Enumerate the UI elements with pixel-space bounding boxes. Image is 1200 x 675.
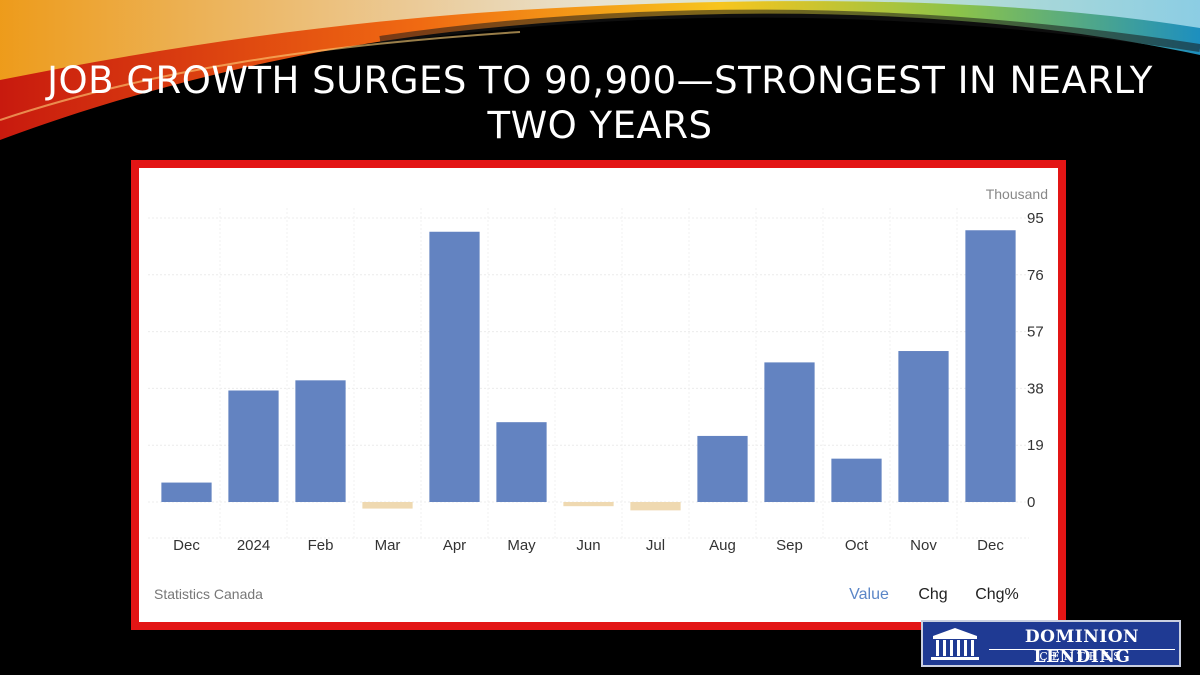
x-tick-label: Oct: [845, 537, 869, 554]
logo-text-line1: DOMINION LENDING: [1024, 627, 1140, 667]
toggle-chg[interactable]: Chg: [918, 586, 947, 603]
bar-7[interactable]: [630, 502, 681, 511]
bar-2[interactable]: [295, 380, 346, 502]
bar-chart: 0 19 38 57 76 95 Dec 2024 Feb Mar Apr May Jun Jul Aug…: [148, 186, 1048, 603]
y-tick-label: 19: [1027, 437, 1044, 454]
x-tick-label: Dec: [173, 537, 200, 554]
x-axis-ticks: Dec 2024 Feb Mar Apr May Jun Jul Aug Sep Oct Nov Dec: [173, 537, 1004, 554]
y-axis-ticks: 0 19 38 57 76 95: [1027, 210, 1044, 511]
y-tick-label: 76: [1027, 267, 1044, 284]
bars: [161, 230, 1016, 511]
toggle-value[interactable]: Value: [849, 586, 889, 603]
toggle-chg-percent[interactable]: Chg%: [975, 586, 1019, 603]
bar-9[interactable]: [764, 362, 815, 502]
x-tick-label: Nov: [910, 537, 937, 554]
bar-1[interactable]: [228, 390, 279, 502]
bar-3[interactable]: [362, 502, 413, 509]
y-tick-label: 57: [1027, 324, 1044, 341]
title-swoosh-decoration: [0, 0, 1200, 140]
x-tick-label: Sep: [776, 537, 803, 554]
bar-10[interactable]: [831, 458, 882, 502]
bar-8[interactable]: [697, 435, 748, 502]
x-tick-label: Feb: [308, 537, 334, 554]
dominion-lending-logo: DOMINION LENDING CENTRES: [921, 620, 1181, 667]
grid-lines: [148, 208, 1029, 539]
chart-frame: 0 19 38 57 76 95 Dec 2024 Feb Mar Apr May Jun Jul Aug…: [131, 160, 1066, 630]
slide-title: JOB GROWTH SURGES TO 90,900—STRONGEST IN…: [47, 59, 1153, 147]
x-tick-label: Apr: [443, 537, 466, 554]
x-tick-label: Dec: [977, 537, 1004, 554]
bar-4[interactable]: [429, 231, 480, 502]
x-tick-label: May: [507, 537, 536, 554]
unit-label: Thousand: [986, 186, 1048, 202]
x-tick-label: 2024: [237, 537, 270, 554]
y-tick-label: 95: [1027, 210, 1044, 227]
logo-text-line2: CENTRES: [1039, 650, 1125, 663]
building-columns-icon: [931, 628, 979, 660]
bar-6[interactable]: [563, 502, 614, 507]
x-tick-label: Jun: [576, 537, 600, 554]
x-tick-label: Mar: [375, 537, 401, 554]
bar-11[interactable]: [898, 351, 949, 502]
logo-divider: [989, 649, 1175, 650]
bar-5[interactable]: [496, 422, 547, 502]
bar-0[interactable]: [161, 482, 212, 502]
x-tick-label: Aug: [709, 537, 736, 554]
x-tick-label: Jul: [646, 537, 665, 554]
source-label: Statistics Canada: [154, 586, 263, 602]
y-tick-label: 38: [1027, 380, 1044, 397]
y-tick-label: 0: [1027, 494, 1035, 511]
bar-12[interactable]: [965, 230, 1016, 502]
